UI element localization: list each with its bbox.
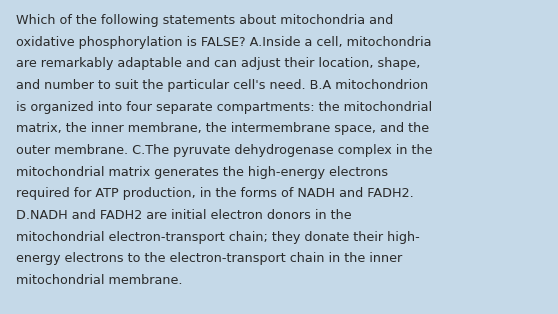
- Text: matrix, the inner membrane, the intermembrane space, and the: matrix, the inner membrane, the intermem…: [16, 122, 429, 135]
- Text: Which of the following statements about mitochondria and: Which of the following statements about …: [16, 14, 393, 27]
- Text: are remarkably adaptable and can adjust their location, shape,: are remarkably adaptable and can adjust …: [16, 57, 420, 70]
- Text: outer membrane. C.The pyruvate dehydrogenase complex in the: outer membrane. C.The pyruvate dehydroge…: [16, 144, 432, 157]
- Text: is organized into four separate compartments: the mitochondrial: is organized into four separate compartm…: [16, 101, 432, 114]
- Text: required for ATP production, in the forms of NADH and FADH2.: required for ATP production, in the form…: [16, 187, 413, 200]
- Text: mitochondrial membrane.: mitochondrial membrane.: [16, 274, 182, 287]
- Text: mitochondrial electron-transport chain; they donate their high-: mitochondrial electron-transport chain; …: [16, 231, 420, 244]
- Text: mitochondrial matrix generates the high-energy electrons: mitochondrial matrix generates the high-…: [16, 166, 388, 179]
- Text: and number to suit the particular cell's need. B.A mitochondrion: and number to suit the particular cell's…: [16, 79, 428, 92]
- Text: D.NADH and FADH2 are initial electron donors in the: D.NADH and FADH2 are initial electron do…: [16, 209, 351, 222]
- Text: energy electrons to the electron-transport chain in the inner: energy electrons to the electron-transpo…: [16, 252, 402, 265]
- Text: oxidative phosphorylation is FALSE? A.Inside a cell, mitochondria: oxidative phosphorylation is FALSE? A.In…: [16, 36, 431, 49]
